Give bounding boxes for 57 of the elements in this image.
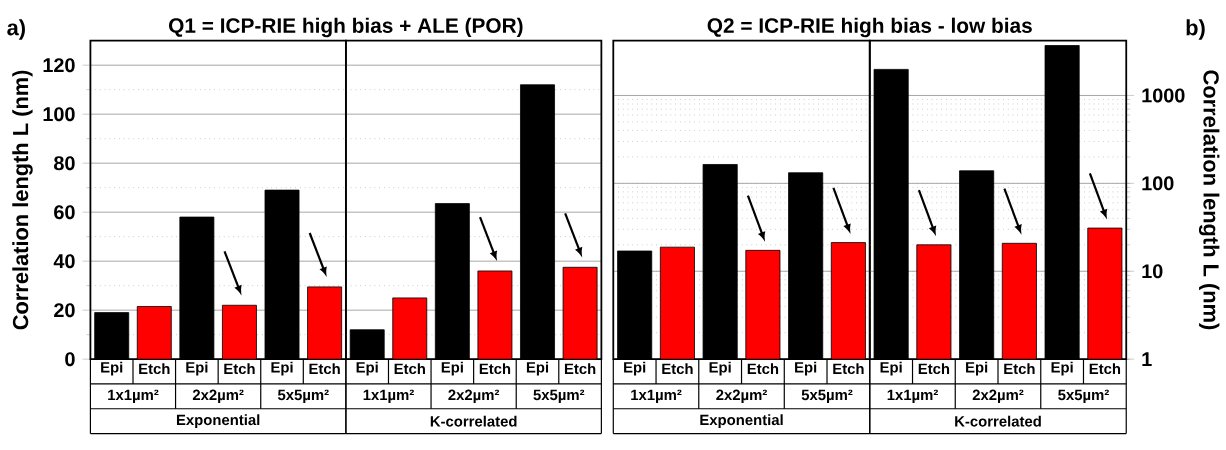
y-tick-label: 40 (53, 253, 75, 268)
x-tick-label: Etch (564, 362, 596, 374)
text: 2x2µm² (716, 389, 767, 403)
x-axis-title: Exponential (176, 414, 260, 428)
x-tick-label: Epi (526, 361, 549, 376)
text: 5x5µm² (1058, 389, 1109, 403)
chart-title: Q1 = ICP-RIE high bias + ALE (POR) (169, 17, 523, 37)
x-tick-label: Etch (662, 362, 693, 374)
x-tick-label: Epi (966, 361, 988, 376)
y-tick-label: 0 (65, 351, 75, 366)
x-tick-label: Epi (441, 361, 463, 376)
x-tick-label: Etch (309, 362, 340, 374)
text: a) (7, 19, 25, 40)
x-axis-title: K-correlated (430, 415, 517, 427)
text: 2x2µm² (192, 389, 244, 403)
text: 5x5µm² (533, 389, 585, 403)
x-tick-label: Etch (394, 362, 425, 374)
text: 1x1µm² (887, 389, 938, 403)
x-tick-label: Epi (356, 361, 378, 376)
x-tick-label: Etch (918, 362, 950, 374)
y2-tick-label: 100 (1142, 176, 1174, 191)
x-tick-label: Epi (186, 361, 208, 376)
y-tick-label: 80 (54, 155, 75, 170)
text: 1x1µm² (631, 389, 682, 403)
text: 2x2µm² (972, 389, 1024, 403)
x-tick-label: Etch (747, 362, 779, 374)
x-tick-label: Etch (833, 362, 864, 374)
text: 1x1µm² (363, 389, 414, 403)
x-tick-label: Etch (139, 362, 170, 374)
x-tick-label: Epi (709, 361, 731, 376)
y-tick-label: 120 (43, 57, 75, 72)
x-tick-label: Etch (479, 362, 511, 374)
text: 5x5µm² (277, 389, 329, 403)
text: 2x2µm² (448, 389, 500, 403)
x-axis-title: Exponential (700, 414, 783, 428)
y-tick-label: 100 (43, 106, 75, 121)
x-tick-label: Etch (224, 362, 255, 374)
x-tick-label: Etch (1089, 362, 1121, 374)
x-tick-label: Epi (880, 361, 902, 376)
chart-title: Q2 = ICP-RIE high bias - low bias (707, 17, 1032, 37)
y2-tick-label: 1000 (1142, 88, 1185, 103)
x-tick-label: Epi (1051, 361, 1073, 376)
x-tick-label: Epi (101, 361, 123, 376)
y2-tick-label: 1 (1142, 352, 1152, 366)
y2-tick-label: 10 (1142, 264, 1163, 279)
text: 5x5µm² (801, 389, 853, 403)
text: 1x1µm² (108, 389, 159, 403)
text: b) (1186, 19, 1205, 40)
x-axis-title: K-correlated (955, 415, 1041, 427)
y2-axis-title: Correlation length L (nm) (1198, 70, 1220, 329)
y-tick-label: 20 (54, 302, 75, 317)
x-tick-label: Epi (624, 361, 646, 376)
x-tick-label: Epi (795, 361, 817, 376)
x-tick-label: Etch (1004, 362, 1035, 374)
y-tick-label: 60 (54, 204, 75, 219)
y-axis-title: Correlation length L (nm) (12, 70, 33, 330)
x-tick-label: Epi (271, 361, 293, 376)
